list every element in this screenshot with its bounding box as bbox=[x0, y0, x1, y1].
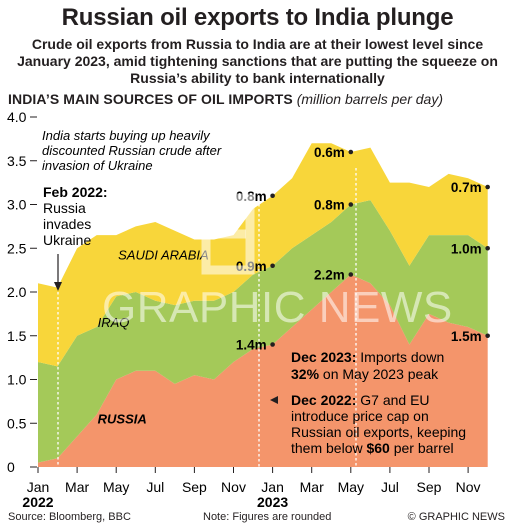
annotation-feb-2022: Feb 2022: Russia invades Ukraine bbox=[43, 184, 108, 248]
annotation-amount: $60 bbox=[366, 440, 390, 456]
data-point-label: 0.6m bbox=[314, 145, 345, 160]
footer-source: Source: Bloomberg, BBC bbox=[8, 511, 131, 523]
y-tick-label: 4.0 bbox=[7, 109, 27, 125]
x-tick-label: May bbox=[338, 479, 364, 495]
x-tick-label: Nov bbox=[456, 479, 481, 495]
annotation-line: invasion of Ukraine bbox=[42, 158, 153, 173]
data-point-dot bbox=[270, 263, 275, 269]
x-tick-label: Jul bbox=[146, 479, 164, 495]
annotation-dec-2022: Dec 2022: G7 and EU introduce price cap o… bbox=[291, 392, 466, 456]
series-label: IRAQ bbox=[98, 315, 130, 330]
y-tick-label: 2.5 bbox=[7, 240, 27, 256]
annotation-date: Feb 2022: bbox=[43, 184, 108, 200]
annotation-line: Ukraine bbox=[43, 232, 91, 248]
year-label: 2022 bbox=[22, 494, 53, 510]
area-russia bbox=[38, 274, 488, 467]
year-label: 2023 bbox=[257, 494, 288, 510]
annotation-date: Dec 2023: bbox=[291, 349, 356, 365]
y-tick-label: 3.0 bbox=[7, 197, 27, 213]
series-label: RUSSIA bbox=[98, 411, 147, 426]
data-point-dot bbox=[348, 272, 354, 277]
x-tick-label: May bbox=[103, 479, 129, 495]
data-point-label: 1.0m bbox=[451, 241, 482, 256]
annotation-percent: 32% bbox=[291, 366, 320, 382]
annotation-line: discounted Russian crude after bbox=[42, 143, 222, 158]
y-tick-label: 2.0 bbox=[7, 284, 27, 300]
annotation-line: Russian oil exports, keeping bbox=[291, 424, 466, 440]
annotation-line: invades bbox=[43, 216, 91, 232]
data-point-label: 0.7m bbox=[451, 180, 482, 195]
unit-label: (million barrels per day) bbox=[296, 91, 443, 107]
annotation-india-buying: India starts buying up heavily discounted… bbox=[42, 128, 222, 173]
x-tick-label: Sep bbox=[182, 479, 207, 495]
x-tick-label: Jan bbox=[27, 479, 50, 495]
data-point-dot bbox=[270, 193, 275, 199]
dec-2022-arrowhead bbox=[270, 396, 278, 404]
annotation-text: G7 and EU bbox=[356, 392, 429, 408]
y-tick-label: 1.5 bbox=[7, 328, 27, 344]
x-tick-label: Jul bbox=[381, 479, 399, 495]
data-point-label: 1.4m bbox=[236, 338, 267, 353]
data-point-label: 0.8m bbox=[314, 198, 345, 213]
x-tick-label: Jan bbox=[261, 479, 284, 495]
annotation-line: India starts buying up heavily bbox=[42, 128, 211, 143]
x-tick-label: Sep bbox=[417, 479, 442, 495]
feb-2022-arrowhead bbox=[54, 282, 62, 291]
footer-credit: © GRAPHIC NEWS bbox=[407, 511, 505, 523]
annotation-line: introduce price cap on bbox=[291, 408, 429, 424]
x-tick-label: Mar bbox=[300, 479, 324, 495]
annotation-text: on May 2023 peak bbox=[319, 366, 439, 382]
data-point-label: 2.2m bbox=[314, 268, 345, 283]
section-heading: INDIA’S MAIN SOURCES OF OIL IMPORTS (mil… bbox=[8, 91, 443, 107]
annotation-date: Dec 2022: bbox=[291, 392, 356, 408]
footer-note: Note: Figures are rounded bbox=[203, 511, 332, 523]
y-tick-label: 1.0 bbox=[7, 372, 27, 388]
data-point-dot bbox=[348, 149, 354, 155]
data-point-label: 1.5m bbox=[451, 329, 482, 344]
annotation-line: Russia bbox=[43, 200, 86, 216]
x-tick-label: Nov bbox=[221, 479, 246, 495]
data-point-dot bbox=[485, 245, 490, 251]
chart-title: Russian oil exports to India plunge bbox=[61, 4, 454, 31]
x-tick-label: Mar bbox=[65, 479, 89, 495]
data-point-dot bbox=[348, 202, 354, 207]
data-point-dot bbox=[270, 342, 275, 347]
annotation-text: them below bbox=[291, 440, 366, 456]
data-point-dot bbox=[485, 184, 490, 190]
data-point-dot bbox=[485, 333, 490, 339]
y-tick-label: 0.5 bbox=[7, 415, 27, 431]
y-tick-label: 3.5 bbox=[7, 153, 27, 169]
chart-subtitle: Crude oil exports from Russia to India a… bbox=[17, 36, 498, 86]
graphic-news-logo-watermark bbox=[201, 193, 255, 275]
annotation-dec-2023: Dec 2023: Imports down 32% on May 2023 pe… bbox=[291, 349, 444, 382]
y-tick-label: 0 bbox=[7, 459, 15, 475]
area-saudi-arabia bbox=[38, 143, 488, 367]
section-title: INDIA’S MAIN SOURCES OF OIL IMPORTS bbox=[8, 91, 293, 107]
area-iraq bbox=[38, 200, 488, 463]
annotation-text: per barrel bbox=[390, 440, 454, 456]
graphic-news-watermark: GRAPHIC NEWS bbox=[102, 283, 453, 332]
series-label: SAUDI ARABIA bbox=[118, 248, 209, 263]
annotation-text: Imports down bbox=[356, 349, 444, 365]
